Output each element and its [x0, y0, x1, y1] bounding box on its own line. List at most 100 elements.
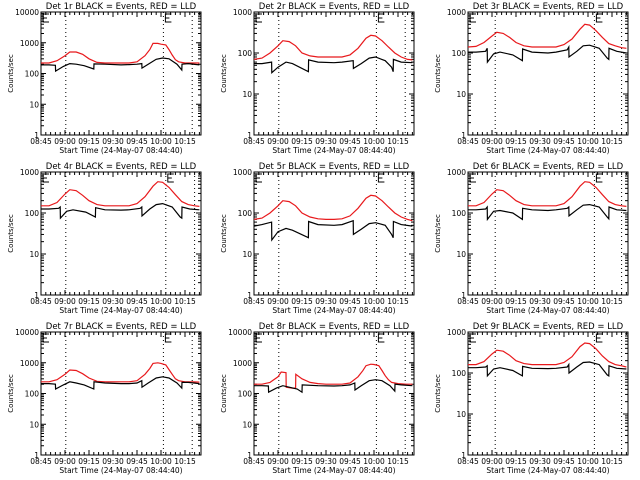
e-marker: [164, 13, 172, 23]
e-marker: [377, 13, 385, 23]
x-tick-label: 09:45: [126, 457, 148, 466]
e-marker: [595, 173, 603, 183]
x-tick-label: 09:45: [339, 457, 361, 466]
events-series-line: [41, 57, 200, 73]
y-axis-label: Counts/sec: [220, 214, 228, 253]
x-tick-label: 09:30: [529, 457, 551, 466]
chart-title: Det 4r BLACK = Events, RED = LLD: [46, 162, 197, 172]
y-tick-label: 1: [247, 131, 252, 140]
y-axis-label: Counts/sec: [7, 214, 15, 253]
x-tick-label: 09:30: [102, 457, 124, 466]
x-tick-label: 09:45: [553, 137, 575, 146]
lld-series-line: [253, 194, 413, 222]
e-marker: [42, 13, 49, 23]
chart-title: Det 8r BLACK = Events, RED = LLD: [259, 322, 410, 332]
panel-det-8r: Det 8r BLACK = Events, RED = LLD 1 10 100 10…: [220, 322, 415, 475]
x-tick-label: 09:00: [267, 137, 289, 146]
e-marker: [255, 333, 262, 343]
panel-det-1r: Det 1r BLACK = Events, RED = LLD 1 10 100 10…: [7, 2, 202, 155]
x-tick-label: 08:45: [243, 457, 265, 466]
x-tick-label: 09:15: [291, 457, 313, 466]
x-tick-label: 09:15: [78, 137, 100, 146]
x-axis-label: Start Time (24-May-07 08:44:40): [486, 146, 609, 155]
e-marker: [42, 333, 49, 343]
x-tick-label: 10:15: [387, 297, 409, 306]
y-axis-label: Counts/sec: [434, 214, 442, 253]
y-tick-label: 100: [238, 49, 253, 58]
x-tick-label: 10:00: [363, 457, 385, 466]
y-tick-label: 100: [25, 209, 40, 218]
events-series-line: [253, 219, 413, 242]
y-tick-label: 1000: [233, 168, 252, 177]
x-tick-label: 10:00: [150, 137, 172, 146]
y-axis-label: Counts/sec: [434, 54, 442, 93]
e-marker: [42, 173, 49, 183]
lld-series-line: [468, 181, 627, 207]
x-tick-label: 10:15: [601, 297, 623, 306]
y-tick-label: 1000: [233, 8, 252, 17]
x-tick-label: 10:15: [174, 457, 196, 466]
y-tick-label: 100: [238, 390, 253, 399]
x-tick-label: 08:45: [457, 457, 479, 466]
events-series-line: [468, 361, 627, 378]
y-axis-label: Counts/sec: [220, 374, 228, 413]
plot-frame: [40, 331, 202, 456]
y-tick-label: 1000: [233, 359, 252, 368]
y-tick-label: 1: [34, 131, 39, 140]
x-tick-label: 09:45: [339, 297, 361, 306]
x-tick-label: 09:00: [481, 297, 503, 306]
x-axis-label: Start Time (24-May-07 08:44:40): [272, 466, 395, 475]
x-tick-label: 10:00: [150, 297, 172, 306]
y-tick-label: 1: [247, 291, 252, 300]
lld-series-line: [41, 362, 200, 383]
x-tick-label: 09:15: [505, 137, 527, 146]
lld-series-line: [254, 363, 413, 389]
x-tick-label: 08:45: [243, 297, 265, 306]
events-series-line: [468, 203, 627, 222]
x-tick-label: 08:45: [30, 297, 52, 306]
x-tick-label: 10:15: [387, 457, 409, 466]
chart-title: Det 7r BLACK = Events, RED = LLD: [46, 322, 197, 332]
y-tick-label: 1: [461, 131, 466, 140]
y-axis-label: Counts/sec: [7, 374, 15, 413]
panel-det-5r: Det 5r BLACK = Events, RED = LLD 1 10 100 10…: [220, 162, 415, 315]
x-tick-label: 09:00: [54, 297, 76, 306]
x-tick-label: 10:00: [577, 137, 599, 146]
panel-det-4r: Det 4r BLACK = Events, RED = LLD 1 10 100 10…: [7, 162, 202, 315]
events-series-line: [254, 379, 413, 394]
y-tick-label: 1: [34, 291, 39, 300]
y-tick-label: 10: [456, 410, 466, 419]
e-marker: [469, 173, 476, 183]
lld-series-line: [468, 342, 627, 368]
e-marker: [167, 173, 174, 183]
x-tick-label: 09:30: [102, 297, 124, 306]
panel-det-6r: Det 6r BLACK = Events, RED = LLD 1 10 100 10…: [434, 162, 629, 315]
x-tick-label: 09:45: [339, 137, 361, 146]
x-tick-label: 10:00: [363, 137, 385, 146]
y-tick-label: 1: [461, 451, 466, 460]
x-tick-label: 10:15: [601, 137, 623, 146]
y-tick-label: 10000: [15, 8, 39, 17]
y-tick-label: 1: [461, 291, 466, 300]
x-tick-label: 08:45: [243, 137, 265, 146]
x-tick-label: 09:15: [505, 457, 527, 466]
y-tick-label: 1: [247, 451, 252, 460]
y-tick-label: 1000: [447, 8, 466, 17]
x-tick-label: 10:15: [601, 457, 623, 466]
e-marker: [469, 13, 476, 23]
x-tick-label: 10:15: [174, 137, 196, 146]
x-tick-label: 09:15: [291, 297, 313, 306]
x-tick-label: 09:15: [78, 457, 100, 466]
events-series-line: [254, 56, 413, 75]
y-tick-label: 10: [456, 250, 466, 259]
x-axis-label: Start Time (24-May-07 08:44:40): [59, 466, 182, 475]
x-tick-label: 09:15: [78, 297, 100, 306]
y-tick-label: 10: [456, 90, 466, 99]
x-tick-label: 10:00: [577, 457, 599, 466]
chart-title: Det 6r BLACK = Events, RED = LLD: [473, 162, 624, 172]
x-axis-label: Start Time (24-May-07 08:44:40): [272, 306, 395, 315]
e-marker: [255, 173, 262, 183]
x-axis-label: Start Time (24-May-07 08:44:40): [272, 146, 395, 155]
x-tick-label: 09:15: [291, 137, 313, 146]
